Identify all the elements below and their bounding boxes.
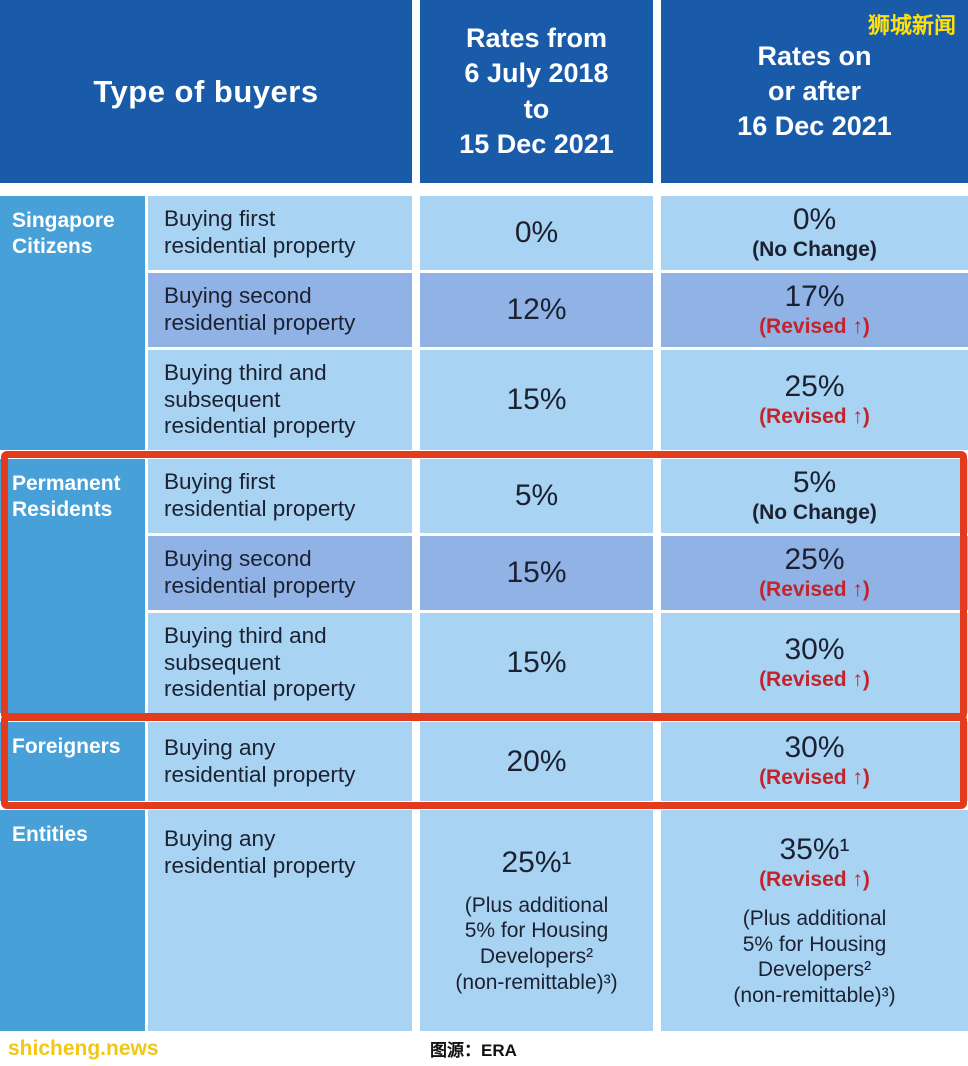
- rate-note: (No Change): [752, 500, 877, 524]
- old-rate-value: 12%: [506, 293, 567, 326]
- new-rate-value: 25%: [784, 542, 845, 576]
- rate-note-revised: (Revised ↑): [759, 577, 870, 601]
- new-rate-cell: 17% (Revised ↑): [661, 273, 968, 347]
- group-label: Singapore Citizens: [0, 196, 145, 450]
- table-header-row: Type of buyers Rates from 6 July 2018 to…: [0, 0, 968, 183]
- new-rate-value: 30%: [784, 632, 845, 666]
- column-divider: [653, 0, 661, 183]
- rate-note-revised: (Revised ↑): [759, 314, 870, 338]
- old-rate-cell: 15%: [420, 350, 653, 450]
- new-rate-cell: 35%¹ (Revised ↑) (Plus additional 5% for…: [661, 810, 968, 1031]
- column-divider: [653, 613, 661, 713]
- new-rate-value: 5%: [792, 465, 837, 499]
- rate-note-revised: (Revised ↑): [759, 667, 870, 691]
- group-label: Foreigners: [0, 722, 145, 801]
- table-row: Buying third and subsequent residential …: [148, 613, 968, 713]
- new-rate-cell: 25% (Revised ↑): [661, 536, 968, 610]
- header-old-rates: Rates from 6 July 2018 to 15 Dec 2021: [420, 0, 653, 183]
- group-label: Entities: [0, 810, 145, 1031]
- column-divider: [412, 459, 420, 533]
- table-row: Buying any residential property 20% 30% …: [148, 722, 968, 801]
- table-row: Buying third and subsequent residential …: [148, 350, 968, 450]
- old-rate-value: 25%¹: [501, 845, 572, 879]
- old-rate-value: 15%: [506, 556, 567, 589]
- old-rate-cell: 15%: [420, 536, 653, 610]
- new-rate-value: 30%: [784, 731, 845, 765]
- column-divider: [412, 273, 420, 347]
- row-description: Buying second residential property: [148, 273, 412, 347]
- table-row: Buying any residential property 25%¹ (Pl…: [148, 810, 968, 1031]
- column-divider: [653, 536, 661, 610]
- new-rate-value: 17%: [784, 279, 845, 313]
- row-description: Buying second residential property: [148, 536, 412, 610]
- row-description: Buying third and subsequent residential …: [148, 613, 412, 713]
- old-rate-value: 20%: [506, 744, 567, 778]
- site-watermark-top: 狮城新闻: [867, 13, 956, 38]
- group-foreigners: Foreigners Buying any residential proper…: [0, 722, 968, 801]
- footer: shicheng.news 图源：ERA: [0, 1031, 968, 1066]
- rate-note-revised: (Revised ↑): [759, 766, 870, 790]
- header-new-rates: Rates on or after 16 Dec 2021: [661, 0, 968, 183]
- table-row: Buying first residential property 0% 0% …: [148, 196, 968, 270]
- group-singapore-citizens: Singapore Citizens Buying first resident…: [0, 196, 968, 450]
- row-description: Buying third and subsequent residential …: [148, 350, 412, 450]
- image-source-caption: 图源：ERA: [430, 1041, 517, 1060]
- group-permanent-residents: Permanent Residents Buying first residen…: [0, 459, 968, 713]
- old-rate-cell: 5%: [420, 459, 653, 533]
- rate-note-revised: (Revised ↑): [759, 867, 870, 891]
- column-divider: [653, 273, 661, 347]
- old-rate-cell: 20%: [420, 722, 653, 801]
- column-divider: [412, 536, 420, 610]
- new-rate-cell: 30% (Revised ↑): [661, 613, 968, 713]
- header-type-of-buyers: Type of buyers: [0, 0, 412, 183]
- row-description: Buying any residential property: [148, 722, 412, 801]
- old-rate-value: 15%: [506, 383, 567, 416]
- column-divider: [653, 810, 661, 1031]
- column-divider: [412, 0, 420, 183]
- old-rate-cell: 15%: [420, 613, 653, 713]
- table-row: Buying second residential property 15% 2…: [148, 536, 968, 610]
- old-rate-value: 0%: [514, 216, 559, 249]
- column-divider: [653, 722, 661, 801]
- rate-note: (No Change): [752, 237, 877, 261]
- rate-note-revised: (Revised ↑): [759, 404, 870, 428]
- old-rate-value: 5%: [514, 479, 559, 512]
- new-rate-value: 0%: [792, 202, 837, 236]
- column-divider: [412, 613, 420, 713]
- column-divider: [412, 350, 420, 450]
- table-row: Buying first residential property 5% 5% …: [148, 459, 968, 533]
- column-divider: [412, 196, 420, 270]
- group-entities: Entities Buying any residential property…: [0, 810, 968, 1031]
- old-rate-cell: 12%: [420, 273, 653, 347]
- site-watermark-bottom: shicheng.news: [8, 1036, 159, 1060]
- new-rate-cell: 5% (No Change): [661, 459, 968, 533]
- new-rate-cell: 25% (Revised ↑): [661, 350, 968, 450]
- row-description: Buying first residential property: [148, 459, 412, 533]
- old-rate-cell: 25%¹ (Plus additional 5% for Housing Dev…: [420, 810, 653, 1031]
- old-rate-footnote: (Plus additional 5% for Housing Develope…: [455, 893, 618, 994]
- old-rate-value: 15%: [506, 646, 567, 679]
- group-label: Permanent Residents: [0, 459, 145, 713]
- row-description: Buying first residential property: [148, 196, 412, 270]
- table-row: Buying second residential property 12% 1…: [148, 273, 968, 347]
- column-divider: [412, 722, 420, 801]
- new-rate-footnote: (Plus additional 5% for Housing Develope…: [733, 906, 896, 1007]
- new-rate-value: 35%¹: [779, 832, 850, 866]
- column-divider: [653, 196, 661, 270]
- new-rate-cell: 30% (Revised ↑): [661, 722, 968, 801]
- column-divider: [653, 459, 661, 533]
- row-description: Buying any residential property: [148, 810, 412, 1031]
- new-rate-value: 25%: [784, 369, 845, 403]
- new-rate-cell: 0% (No Change): [661, 196, 968, 270]
- column-divider: [653, 350, 661, 450]
- old-rate-cell: 0%: [420, 196, 653, 270]
- column-divider: [412, 810, 420, 1031]
